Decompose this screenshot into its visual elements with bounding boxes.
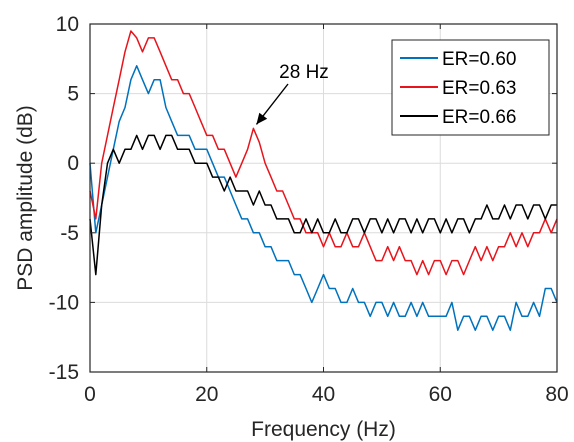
y-tick-label: -15 (49, 361, 79, 384)
annotation-28hz: 28 Hz (255, 62, 329, 125)
series-line (89, 65, 558, 331)
x-tick-label: 80 (545, 383, 568, 406)
tick-labels: 0 20 40 60 80 -15 -10 -5 0 5 10 (49, 13, 569, 406)
x-axis-label: Frequency (Hz) (251, 418, 396, 441)
annotation-arrowhead (256, 112, 268, 125)
x-tick-label: 40 (312, 383, 335, 406)
legend-label: ER=0.66 (442, 107, 516, 128)
y-tick-label: 5 (67, 83, 79, 106)
y-tick-label: 0 (67, 152, 79, 175)
series-line (89, 30, 558, 276)
series-line (89, 134, 557, 276)
annotation-label: 28 Hz (279, 62, 329, 83)
y-tick-label: 10 (56, 13, 79, 36)
series-layer (89, 30, 558, 331)
ticks (89, 23, 558, 373)
x-tick-label: 0 (84, 383, 96, 406)
y-tick-label: -10 (49, 291, 79, 314)
legend: ER=0.60 ER=0.63 ER=0.66 (391, 39, 550, 136)
legend-label: ER=0.60 (442, 49, 516, 70)
legend-label: ER=0.63 (442, 78, 516, 99)
x-tick-label: 20 (195, 383, 218, 406)
y-tick-label: -5 (60, 222, 79, 245)
x-tick-label: 60 (429, 383, 452, 406)
y-axis-label: PSD amplitude (dB) (14, 105, 37, 291)
